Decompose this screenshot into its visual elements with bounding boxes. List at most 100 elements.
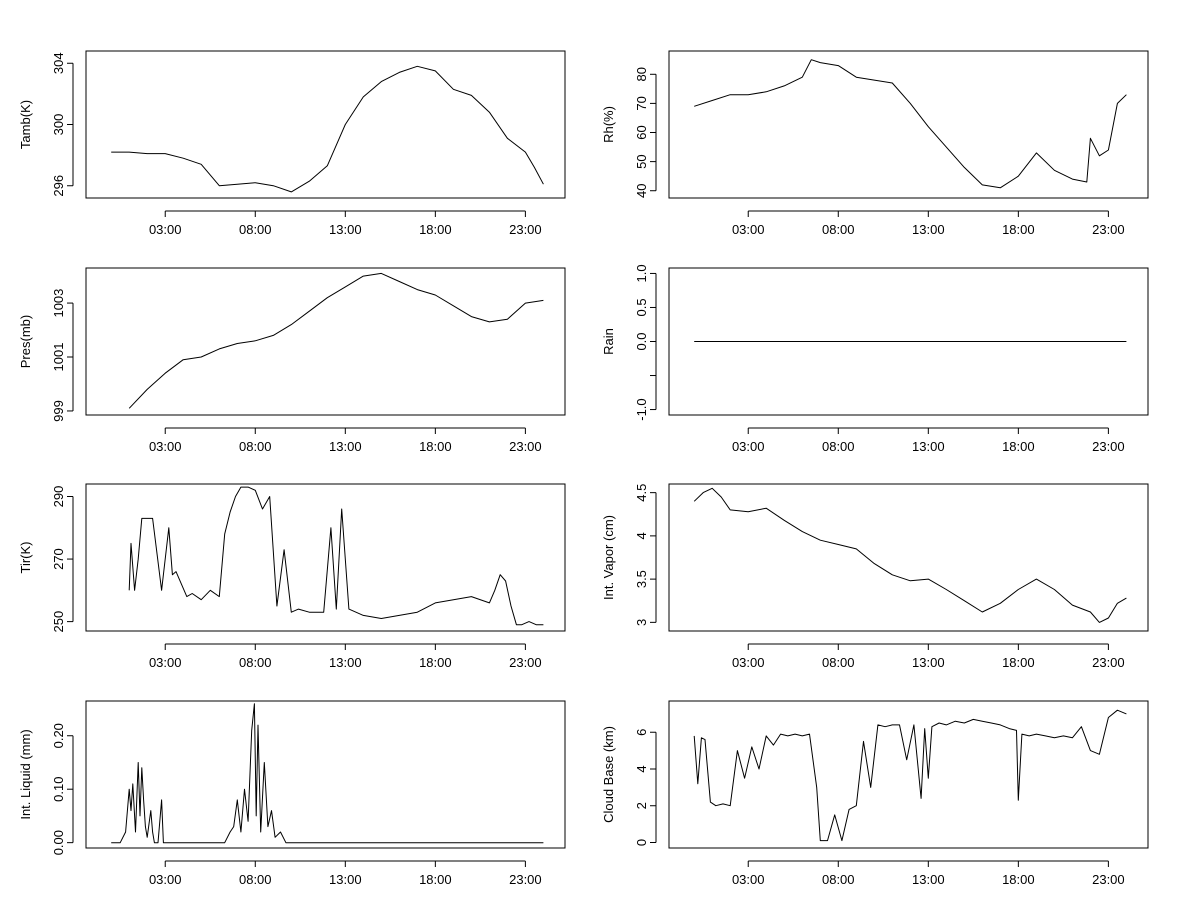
x-tick-label: 08:00 [822,222,855,237]
x-tick-label: 03:00 [732,222,765,237]
y-tick-label: 0.20 [51,723,66,748]
x-tick-label: 03:00 [732,655,765,670]
series-line-int-liquid-mm [111,703,544,844]
y-tick-label: 250 [51,611,66,633]
y-tick-label: 0.10 [51,777,66,802]
y-tick-label: 0.5 [634,298,649,316]
y-tick-label: 4 [634,765,649,772]
x-tick-label: 18:00 [1002,655,1035,670]
x-tick-label: 23:00 [1092,655,1125,670]
x-tick-label: 03:00 [732,439,765,454]
series-line-int-vapor-cm [693,487,1127,623]
x-tick-label: 23:00 [1092,439,1125,454]
y-tick-label: 4 [634,532,649,539]
y-tick-label: 70 [634,96,649,110]
y-tick-label: 80 [634,67,649,81]
x-tick-label: 23:00 [509,872,542,887]
x-tick-label: 18:00 [419,439,452,454]
panel-tamb-k: 03:00 08:00 13:00 18:00 23:00 296 300 304 Tamb(K… [18,50,566,237]
series-line-pres-mb [128,272,544,409]
series-line-tamb-k [111,65,544,193]
y-tick-label: 3.5 [634,570,649,588]
x-tick-label: 18:00 [419,222,452,237]
plot-frame [85,483,566,632]
x-tick-label: 08:00 [822,655,855,670]
x-tick-label: 08:00 [822,872,855,887]
y-tick-label: 6 [634,729,649,736]
series-line-tir-k [128,486,544,626]
x-tick-label: 13:00 [912,222,945,237]
series-line-cloud-base-km [693,709,1127,842]
y-tick-label: 60 [634,125,649,139]
x-tick-label: 08:00 [239,655,272,670]
x-tick-label: 13:00 [912,439,945,454]
y-tick-label: 4.5 [634,484,649,502]
panel-pres-mb: 03:00 08:00 13:00 18:00 23:00 999 1001 1003 Pres… [18,267,566,454]
y-axis-title: Pres(mb) [18,315,33,368]
plot-frame [668,483,1149,632]
x-tick-label: 13:00 [329,439,362,454]
y-tick-label: 40 [634,183,649,197]
plot-frame [668,267,1149,416]
x-tick-label: 08:00 [822,439,855,454]
y-tick-label: -1.0 [634,398,649,420]
x-tick-label: 18:00 [419,655,452,670]
plot-frame [85,50,566,199]
y-tick-label: 2 [634,802,649,809]
x-tick-label: 08:00 [239,439,272,454]
y-tick-label: 290 [51,486,66,508]
y-tick-label: 0.00 [51,830,66,855]
panel-cloud-base-km: 03:00 08:00 13:00 18:00 23:00 0 2 4 6 Cloud Base … [601,700,1149,887]
x-tick-label: 03:00 [732,872,765,887]
y-tick-label: 3 [634,619,649,626]
panel-tir-k: 03:00 08:00 13:00 18:00 23:00 250 270 290 Tir(K) [18,483,566,670]
x-tick-label: 03:00 [149,872,182,887]
x-tick-label: 13:00 [912,872,945,887]
y-tick-label: 0 [634,839,649,846]
y-axis-title: Rain [601,328,616,355]
x-tick-label: 23:00 [509,222,542,237]
series-line-rh [694,59,1127,189]
y-tick-label: 999 [51,400,66,422]
plot-frame [85,700,566,849]
plot-frame [85,267,566,416]
y-axis-title: Tir(K) [18,541,33,573]
y-tick-label: 1001 [51,343,66,372]
x-tick-label: 13:00 [329,655,362,670]
x-tick-label: 08:00 [239,872,272,887]
x-tick-label: 03:00 [149,222,182,237]
panel-rain: 03:00 08:00 13:00 18:00 23:00 -1.0 0.0 0.5 1.0 Ra… [601,264,1149,454]
x-tick-label: 18:00 [1002,439,1035,454]
x-tick-label: 18:00 [1002,222,1035,237]
y-tick-label: 300 [51,114,66,136]
y-tick-label: 0.0 [634,332,649,350]
x-tick-label: 18:00 [419,872,452,887]
y-tick-label: 1.0 [634,264,649,282]
plot-frame [668,50,1149,199]
x-tick-label: 23:00 [509,439,542,454]
x-tick-label: 18:00 [1002,872,1035,887]
y-axis-title: Tamb(K) [18,100,33,149]
x-tick-label: 13:00 [329,872,362,887]
y-axis-title: Int. Vapor (cm) [601,515,616,600]
y-tick-label: 296 [51,175,66,197]
panel-int-liquid-mm: 03:00 08:00 13:00 18:00 23:00 0.00 0.10 0.20 Int… [18,700,566,887]
x-tick-label: 08:00 [239,222,272,237]
y-tick-label: 50 [634,154,649,168]
y-axis-title: Int. Liquid (mm) [18,729,33,819]
y-axis-title: Rh(%) [601,106,616,143]
panel-rh: 03:00 08:00 13:00 18:00 23:00 40 50 60 70 80 Rh(%) [601,50,1149,237]
y-tick-label: 270 [51,548,66,570]
x-tick-label: 23:00 [1092,222,1125,237]
x-tick-label: 03:00 [149,439,182,454]
x-tick-label: 03:00 [149,655,182,670]
y-tick-label: 1003 [51,289,66,318]
y-tick-label: 304 [51,52,66,74]
x-tick-label: 13:00 [329,222,362,237]
panel-int-vapor-cm: 03:00 08:00 13:00 18:00 23:00 3 3.5 4 4.5 Int. Va… [601,483,1149,670]
plot-frame [668,700,1149,849]
x-tick-label: 13:00 [912,655,945,670]
x-tick-label: 23:00 [509,655,542,670]
